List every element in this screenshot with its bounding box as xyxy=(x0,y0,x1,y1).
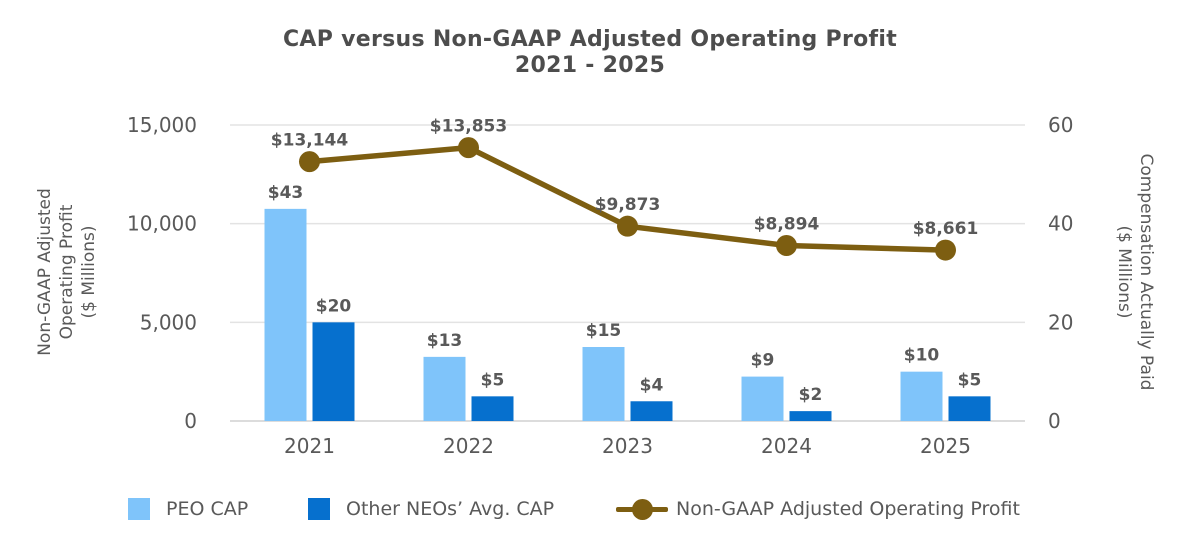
legend-item-operating-profit: Non-GAAP Adjusted Operating Profit xyxy=(616,497,1020,521)
legend-item-peo-cap: PEO CAP xyxy=(128,497,248,521)
chart-title-line1: CAP versus Non-GAAP Adjusted Operating P… xyxy=(282,27,898,52)
bar xyxy=(630,401,673,421)
x-axis-category-label: 2025 xyxy=(920,434,971,458)
bar xyxy=(900,371,943,421)
line-data-label: $13,853 xyxy=(430,117,507,137)
x-axis-category-label: 2021 xyxy=(284,434,335,458)
bar-data-label: $10 xyxy=(904,346,940,366)
line-series-marker xyxy=(776,234,797,256)
bar xyxy=(423,356,466,421)
bar-data-label: $20 xyxy=(316,296,352,316)
line-series-marker xyxy=(935,239,956,261)
left-axis-tick-label: 5,000 xyxy=(140,310,197,334)
legend-label-operating-profit: Non-GAAP Adjusted Operating Profit xyxy=(676,498,1020,520)
bar-data-label: $5 xyxy=(958,370,982,390)
bar-data-label: $5 xyxy=(481,370,505,390)
bar-data-label: $9 xyxy=(751,351,775,371)
right-axis-tick-label: 20 xyxy=(1048,310,1073,334)
bar xyxy=(948,396,991,421)
left-axis-tick-label: 15,000 xyxy=(127,113,197,137)
line-data-label: $9,873 xyxy=(595,195,661,215)
bar-data-label: $15 xyxy=(586,321,622,341)
legend-label-other-neos-cap: Other NEOs’ Avg. CAP xyxy=(346,498,555,520)
right-axis-tick-label: 60 xyxy=(1048,113,1073,137)
bar-data-label: $13 xyxy=(427,331,463,351)
line-data-label: $13,144 xyxy=(271,131,349,151)
line-data-label: $8,894 xyxy=(754,214,820,234)
chart-title: CAP versus Non-GAAP Adjusted Operating P… xyxy=(0,27,1180,79)
legend: PEO CAP Other NEOs’ Avg. CAP Non-GAAP Ad… xyxy=(0,497,1180,521)
peo-cap-swatch-icon xyxy=(128,498,150,520)
bar-data-label: $2 xyxy=(799,385,823,405)
bar xyxy=(789,411,832,421)
left-axis-tick-label: 10,000 xyxy=(127,212,197,236)
bar xyxy=(264,208,307,421)
right-axis-tick-label: 40 xyxy=(1048,212,1073,236)
line-series-marker xyxy=(617,215,638,237)
x-axis-category-label: 2023 xyxy=(602,434,653,458)
legend-label-peo-cap: PEO CAP xyxy=(166,498,249,520)
bar xyxy=(741,376,784,421)
line-data-label: $8,661 xyxy=(913,219,979,239)
line-series-marker xyxy=(458,137,479,159)
chart-title-line2: 2021 - 2025 xyxy=(514,53,666,78)
bar xyxy=(471,396,514,421)
other-neos-cap-swatch-icon xyxy=(308,498,330,520)
line-series-marker xyxy=(299,151,320,173)
right-axis-tick-label: 0 xyxy=(1048,409,1061,433)
bar xyxy=(312,322,355,421)
x-axis-category-label: 2022 xyxy=(443,434,494,458)
x-axis-category-label: 2024 xyxy=(761,434,812,458)
bar xyxy=(582,347,625,421)
line-series-marker-icon xyxy=(616,498,668,520)
left-axis-tick-label: 0 xyxy=(184,409,197,433)
bar-data-label: $43 xyxy=(268,183,304,203)
line-marker-dot xyxy=(632,499,653,520)
bar-data-label: $4 xyxy=(640,375,664,395)
legend-item-other-neos-cap: Other NEOs’ Avg. CAP xyxy=(308,497,554,521)
